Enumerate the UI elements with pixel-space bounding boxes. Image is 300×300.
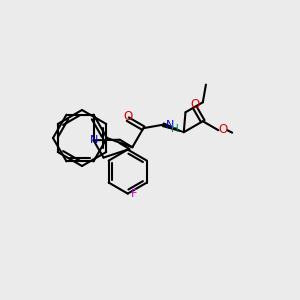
Text: F: F [130,189,137,199]
Text: O: O [219,123,228,136]
Text: N: N [90,135,99,145]
Text: O: O [123,110,132,123]
Text: H: H [171,124,179,134]
Text: N: N [166,120,174,130]
Polygon shape [163,123,184,132]
Text: O: O [190,98,200,111]
